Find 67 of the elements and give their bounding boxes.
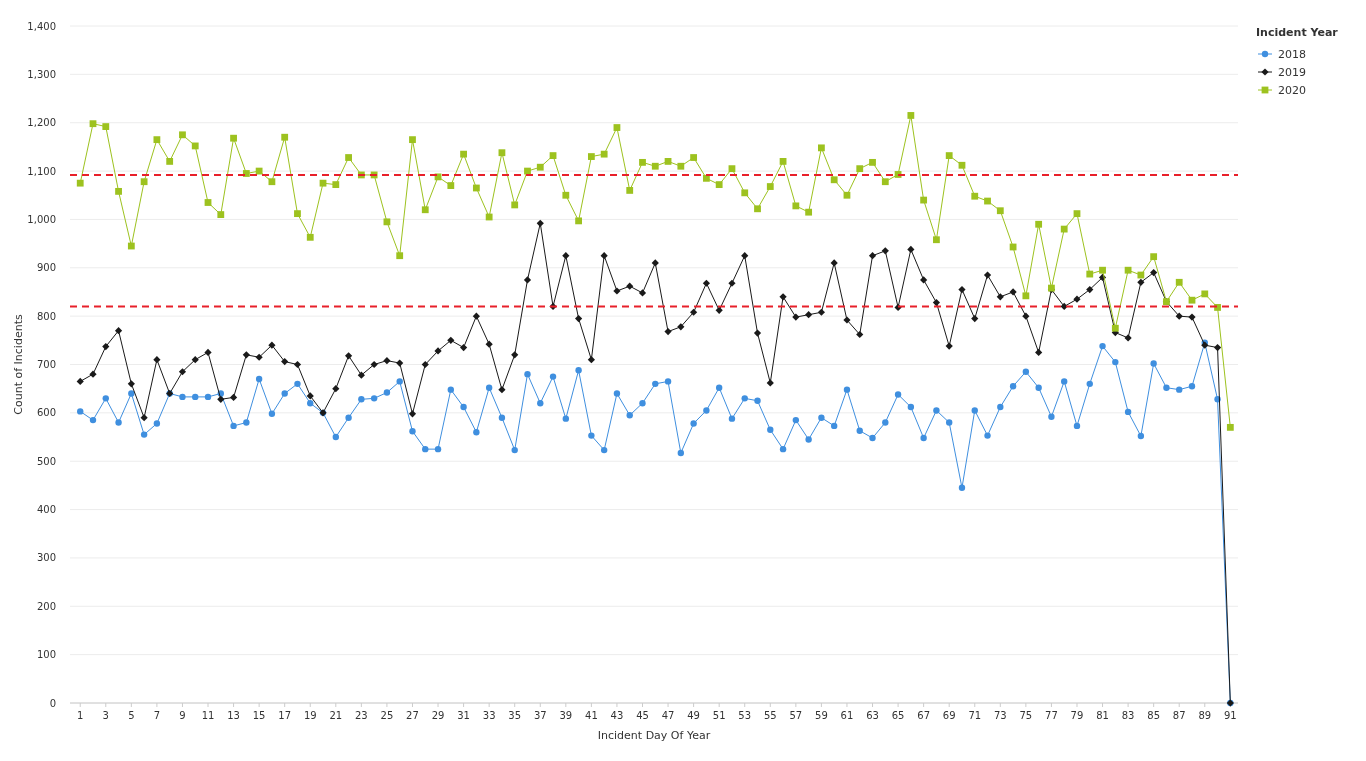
x-tick-label: 43 xyxy=(610,710,624,721)
x-tick-label: 85 xyxy=(1147,710,1161,721)
x-tick-label: 45 xyxy=(636,710,649,721)
x-tick-label: 69 xyxy=(942,710,956,721)
x-tick-label: 5 xyxy=(128,710,135,721)
x-tick-label: 37 xyxy=(533,710,547,721)
legend-label: 2019 xyxy=(1278,65,1306,79)
x-tick-label: 51 xyxy=(712,710,726,721)
x-tick-label: 89 xyxy=(1198,710,1212,721)
x-tick-label: 3 xyxy=(102,710,109,721)
x-tick-label: 9 xyxy=(179,710,186,721)
y-tick-label: 1,000 xyxy=(27,213,56,225)
x-tick-label: 55 xyxy=(763,710,777,721)
y-tick-label: 1,200 xyxy=(27,117,56,129)
y-tick-label: 300 xyxy=(36,552,56,564)
x-tick-label: 59 xyxy=(815,710,828,721)
x-tick-label: 71 xyxy=(968,710,982,721)
x-tick-label: 83 xyxy=(1121,710,1135,721)
x-tick-label: 1 xyxy=(77,710,84,721)
x-tick-label: 63 xyxy=(866,710,879,721)
x-tick-label: 15 xyxy=(252,710,266,721)
x-tick-label: 53 xyxy=(738,710,752,721)
y-tick-label: 400 xyxy=(36,504,56,516)
x-tick-label: 35 xyxy=(508,710,522,721)
y-tick-label: 1,300 xyxy=(27,68,56,80)
y-tick-label: 0 xyxy=(49,697,56,709)
x-tick-label: 21 xyxy=(329,710,343,721)
x-tick-label: 33 xyxy=(482,710,496,721)
x-tick-label: 31 xyxy=(457,710,470,721)
x-tick-label: 47 xyxy=(661,710,675,721)
x-tick-label: 77 xyxy=(1045,710,1058,721)
y-axis-title: Count of Incidents xyxy=(12,314,25,415)
y-tick-label: 800 xyxy=(36,310,56,322)
x-tick-label: 41 xyxy=(585,710,598,721)
y-tick-label: 200 xyxy=(36,600,56,612)
y-tick-label: 700 xyxy=(36,359,56,370)
x-tick-label: 75 xyxy=(1019,710,1033,721)
y-tick-label: 900 xyxy=(36,262,56,274)
x-tick-label: 23 xyxy=(354,710,368,721)
x-tick-label: 19 xyxy=(303,710,317,721)
x-tick-label: 25 xyxy=(380,710,394,721)
y-tick-label: 500 xyxy=(36,455,56,467)
legend-title: Incident Year xyxy=(1256,26,1339,39)
x-tick-label: 29 xyxy=(431,710,445,721)
x-tick-label: 39 xyxy=(559,710,573,721)
y-tick-label: 100 xyxy=(36,649,56,661)
x-tick-label: 57 xyxy=(789,710,803,721)
x-tick-label: 79 xyxy=(1070,710,1084,721)
legend-label: 2020 xyxy=(1278,83,1306,97)
y-tick-label: 600 xyxy=(36,407,56,419)
y-tick-label: 1,400 xyxy=(27,20,56,32)
x-tick-label: 91 xyxy=(1223,710,1237,721)
x-tick-label: 49 xyxy=(687,710,700,721)
x-tick-label: 87 xyxy=(1172,710,1186,721)
x-tick-label: 73 xyxy=(993,710,1007,721)
x-tick-label: 7 xyxy=(153,710,161,721)
legend-label: 2018 xyxy=(1278,47,1306,61)
y-tick-label: 1,100 xyxy=(27,165,56,177)
x-tick-label: 81 xyxy=(1096,710,1109,721)
x-tick-label: 11 xyxy=(201,710,215,721)
x-tick-label: 27 xyxy=(406,710,419,721)
x-tick-label: 67 xyxy=(917,710,930,721)
x-tick-label: 65 xyxy=(891,710,905,721)
x-tick-label: 17 xyxy=(278,710,292,721)
x-tick-label: 13 xyxy=(227,710,240,721)
x-axis-title: Incident Day Of Year xyxy=(597,729,711,742)
x-tick-label: 61 xyxy=(840,710,854,721)
